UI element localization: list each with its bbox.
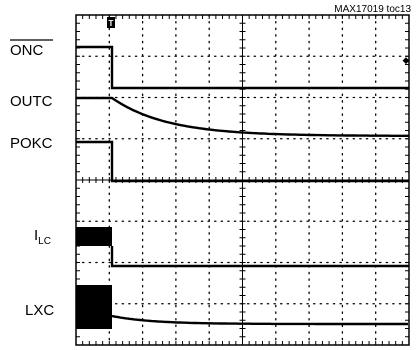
ilc-label-subscript: LC xyxy=(38,236,51,247)
trace-lxc xyxy=(111,314,408,326)
trace-lxc-switching-block xyxy=(76,285,112,329)
trigger-marker-label: T xyxy=(109,19,114,28)
channel-labels: ONC OUTC POKC ILC LXC xyxy=(10,39,54,319)
trace-pokc xyxy=(76,140,409,183)
trace-ilc-switching-block xyxy=(76,227,112,246)
trace-outc xyxy=(76,96,409,137)
waveform-traces xyxy=(76,45,409,329)
channel-label-ilc: ILC xyxy=(34,227,51,247)
channel-label-lxc: LXC xyxy=(25,302,54,319)
channel-label-outc: OUTC xyxy=(10,93,53,110)
ilc-label-main: I xyxy=(34,227,38,244)
trace-onc xyxy=(76,45,409,90)
trace-ilc xyxy=(110,246,409,268)
channel-label-onc: ONC xyxy=(10,42,44,59)
trigger-marker: T xyxy=(107,17,115,28)
figure-caption: MAX17019 toc13 xyxy=(334,4,411,15)
level-marker-icon: ◆ xyxy=(403,56,410,66)
channel-label-pokc: POKC xyxy=(10,135,53,152)
